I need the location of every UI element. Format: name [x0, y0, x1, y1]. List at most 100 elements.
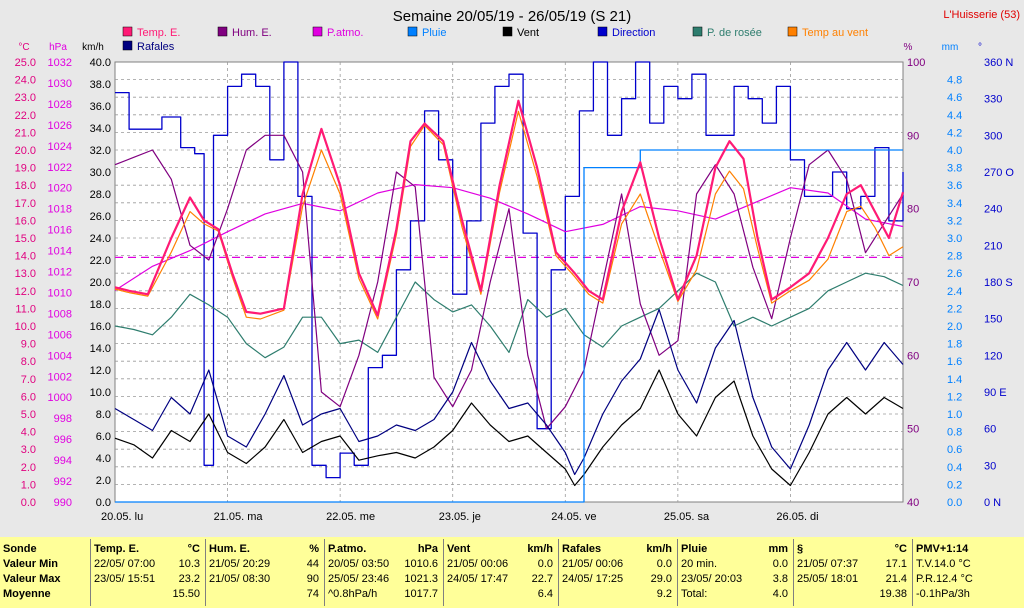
row-label-max: Valeur Max: [3, 573, 61, 585]
hum-unit-label: %: [904, 42, 913, 53]
legend-label: Pluie: [422, 27, 446, 39]
wind-tick-label: 30.0: [90, 167, 111, 179]
wind-tick-label: 2.0: [96, 475, 111, 487]
rain-tick-label: 4.2: [947, 127, 962, 139]
press-max-time: 25/05/ 23:46: [328, 573, 390, 585]
x-tick-label: 23.05. je: [439, 511, 481, 523]
station-name: L'Huisserie (53): [943, 9, 1020, 21]
press-tick-label: 1004: [48, 350, 72, 362]
legend-swatch: [122, 26, 133, 37]
series-line-wind: [114, 369, 904, 487]
wind-tick-label: 12.0: [90, 365, 111, 377]
series-line-windchill: [114, 110, 904, 320]
wind-tick-label: 8.0: [96, 409, 111, 421]
axis-ticks: 0.0 1.0 2.0 3.0 4.0 5.0 6.0 7.0 8.0 9.0 10.0 11.0 12…: [15, 57, 1015, 509]
dir-tick-label: 240: [984, 204, 1002, 216]
wind-tick-label: 38.0: [90, 79, 111, 91]
hum-tick-label: 60: [907, 350, 919, 362]
hum-min: 44: [306, 558, 319, 570]
press-tick-label: 1024: [48, 141, 72, 153]
hum-unit: %: [309, 543, 319, 555]
wind-tick-label: 18.0: [90, 299, 111, 311]
temp-tick-label: 11.0: [15, 303, 36, 315]
temp-tick-label: 2.0: [21, 462, 36, 474]
stats-panel: Sonde Valeur Min Valeur Max Moyenne Temp…: [0, 537, 1024, 608]
hum-tick-label: 80: [907, 204, 919, 216]
rain-tick-label: 1.2: [947, 391, 962, 403]
row-label-avg: Moyenne: [3, 588, 51, 600]
stats-dew: § °C 21/05/ 07:37 17.1 25/05/ 18:01 21.4 19…: [794, 537, 911, 608]
series-line-rain: [115, 149, 903, 503]
rain-tick-label: 3.2: [947, 215, 962, 227]
rain-total-label: Total:: [681, 588, 708, 600]
press-tick-label: 1016: [48, 225, 72, 237]
series-line-gust: [114, 308, 904, 476]
dir-tick-label: 330: [984, 94, 1002, 106]
x-tick-label: 25.05. sa: [664, 511, 710, 523]
dir-tick-label: 60: [984, 424, 996, 436]
gust-title: Rafales: [562, 543, 602, 555]
wind-min-time: 21/05/ 00:06: [447, 558, 509, 570]
wind-avg: 6.4: [537, 588, 553, 600]
press-tick-label: 1018: [48, 204, 72, 216]
rain-title: Pluie: [681, 543, 708, 555]
press-tick-label: 1028: [48, 99, 72, 111]
temp-unit-label: °C: [18, 42, 29, 53]
hum-max-time: 21/05/ 08:30: [209, 573, 271, 585]
stats-press: P.atmo. hPa 20/05/ 03:50 1010.6 25/05/ 23:…: [325, 537, 442, 608]
wind-tick-label: 28.0: [90, 189, 111, 201]
dew-min: 17.1: [885, 558, 907, 570]
legend-swatch: [787, 26, 798, 37]
rain-tick-label: 2.6: [947, 268, 962, 280]
hum-tick-label: 50: [907, 424, 919, 436]
rain-tick-label: 3.8: [947, 163, 962, 175]
legend-swatch: [312, 26, 323, 37]
stats-rowlabels: Sonde Valeur Min Valeur Max Moyenne: [0, 537, 90, 608]
wind-tick-label: 24.0: [90, 233, 111, 245]
temp-tick-label: 23.0: [15, 92, 36, 104]
temp-tick-label: 4.0: [21, 427, 36, 439]
wind-tick-label: 10.0: [90, 387, 111, 399]
gust-avg: 9.2: [656, 588, 672, 600]
rain-unit-label: mm: [942, 42, 959, 53]
temp-min-time: 22/05/ 07:00: [94, 558, 156, 570]
temp-tick-label: 8.0: [21, 356, 36, 368]
dew-unit: °C: [894, 543, 907, 555]
dew-title: §: [797, 543, 804, 555]
stats-temp: Temp. E. °C 22/05/ 07:00 10.3 23/05/ 15:51…: [91, 537, 204, 608]
legend-label: P. de rosée: [707, 27, 762, 39]
temp-tick-label: 7.0: [21, 374, 36, 386]
row-label-sonde: Sonde: [3, 543, 37, 555]
rain-tick-label: 3.6: [947, 180, 962, 192]
x-tick-label: 26.05. di: [776, 511, 818, 523]
rain-tick-label: 0.2: [947, 479, 962, 491]
wind-tick-label: 4.0: [96, 453, 111, 465]
press-unit: hPa: [417, 543, 438, 555]
temp-tick-label: 15.0: [15, 233, 36, 245]
press-tick-label: 1022: [48, 162, 72, 174]
press-tick-label: 1006: [48, 329, 72, 341]
dir-tick-label: 150: [984, 314, 1002, 326]
rain-tick-label: 0.0: [947, 497, 962, 509]
temp-tick-label: 16.0: [15, 215, 36, 227]
press-tick-label: 990: [54, 497, 72, 509]
gust-min: 0.0: [656, 558, 672, 570]
press-tick-label: 1030: [48, 78, 72, 90]
legend-label: Hum. E.: [232, 27, 272, 39]
legend-label: Rafales: [137, 41, 175, 53]
x-tick-label: 21.05. ma: [214, 511, 264, 523]
temp-tick-label: 18.0: [15, 180, 36, 192]
stats-hum: Hum. E.% 21/05/ 20:29 44 21/05/ 08:30 90 7…: [206, 537, 323, 608]
press-tick-label: 996: [54, 434, 72, 446]
rain-tick-label: 4.8: [947, 75, 962, 87]
rain-tick-label: 2.0: [947, 321, 962, 333]
rain-tick-label: 4.0: [947, 145, 962, 157]
legend-label: P.atmo.: [327, 27, 364, 39]
hum-tick-label: 40: [907, 497, 919, 509]
rain-max: 3.8: [772, 573, 788, 585]
press-tick-label: 1002: [48, 371, 72, 383]
dir-tick-label: 30: [984, 460, 996, 472]
series-line-temp: [114, 99, 905, 317]
legend-swatch: [407, 26, 418, 37]
legend-swatch: [597, 26, 608, 37]
